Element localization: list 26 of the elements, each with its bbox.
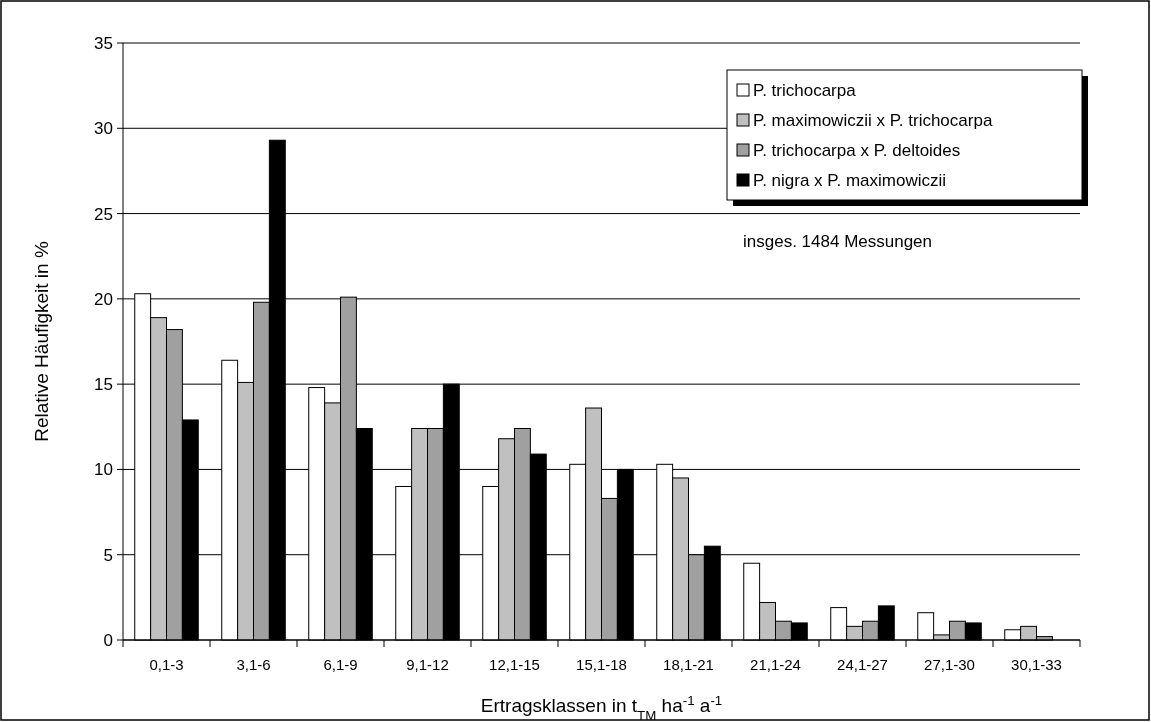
x-tick-label: 27,1-30: [924, 656, 975, 673]
y-tick-label: 5: [103, 545, 113, 565]
x-tick-label: 9,1-12: [406, 656, 449, 673]
x-tick-label: 30,1-33: [1011, 656, 1062, 673]
legend-label: P. nigra x P. maximowiczii: [753, 170, 947, 190]
y-tick-label: 10: [94, 460, 113, 480]
y-tick-label: 25: [94, 204, 113, 224]
y-tick-label: 0: [103, 630, 113, 650]
y-tick-label: 20: [94, 289, 113, 309]
x-tick-label: 24,1-27: [837, 656, 888, 673]
y-tick-label: 35: [94, 33, 113, 53]
x-tick-label: 6,1-9: [323, 656, 358, 673]
x-tick-label: 18,1-21: [663, 656, 714, 673]
x-tick-label: 12,1-15: [489, 656, 540, 673]
legend-label: P. trichocarpa: [753, 80, 857, 100]
legend-label: P. trichocarpa x P. deltoides: [753, 140, 961, 160]
y-axis-title: Relative Häufigkeit in %: [31, 241, 52, 442]
legend-label: P. maximowiczii x P. trichocarpa: [753, 110, 993, 130]
annotation: insges. 1484 Messungen: [743, 232, 933, 251]
x-axis-title: Ertragsklassen in t$_{TM}$ ha$^{-1}$ a$^{-1}$: [480, 692, 723, 722]
x-tick-label: 3,1-6: [236, 656, 271, 673]
y-tick-label: 15: [94, 375, 113, 395]
y-tick-label: 30: [94, 119, 113, 139]
x-tick-label: 0,1-3: [149, 656, 184, 673]
x-tick-label: 21,1-24: [750, 656, 801, 673]
x-tick-label: 15,1-18: [576, 656, 627, 673]
